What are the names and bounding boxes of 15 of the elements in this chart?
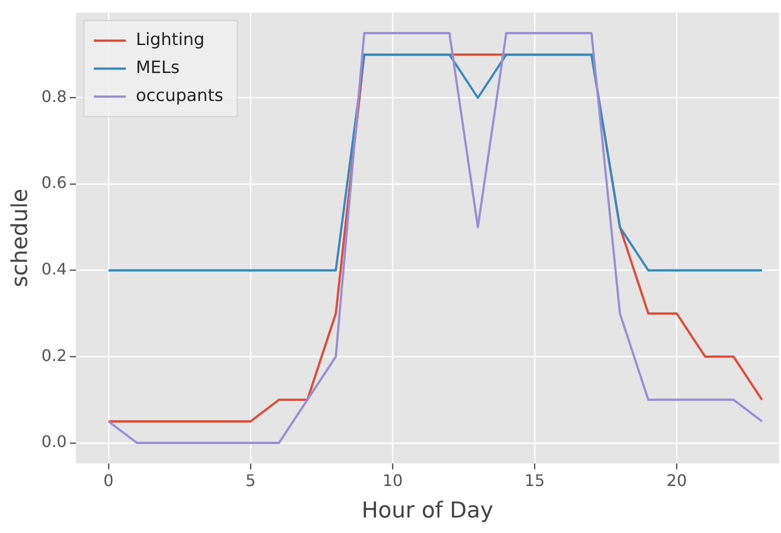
y-tick-label: 0.2	[41, 346, 67, 365]
x-tick-label: 15	[524, 471, 545, 490]
legend-label: MELs	[136, 58, 180, 78]
x-axis-title: Hour of Day	[362, 498, 494, 524]
x-tick-label: 20	[666, 471, 687, 490]
x-tick-label: 0	[103, 471, 114, 490]
legend-label: Lighting	[136, 30, 205, 50]
x-tick-label: 5	[245, 471, 256, 490]
y-tick-label: 0.4	[41, 260, 67, 279]
y-tick-label: 0.8	[41, 86, 67, 106]
y-axis-title: schedule	[8, 188, 33, 288]
legend-label: occupants	[136, 86, 224, 106]
y-tick-label: 0.0	[41, 432, 67, 452]
y-tick-label: 0.6	[41, 173, 67, 192]
x-tick-label: 10	[382, 471, 403, 490]
